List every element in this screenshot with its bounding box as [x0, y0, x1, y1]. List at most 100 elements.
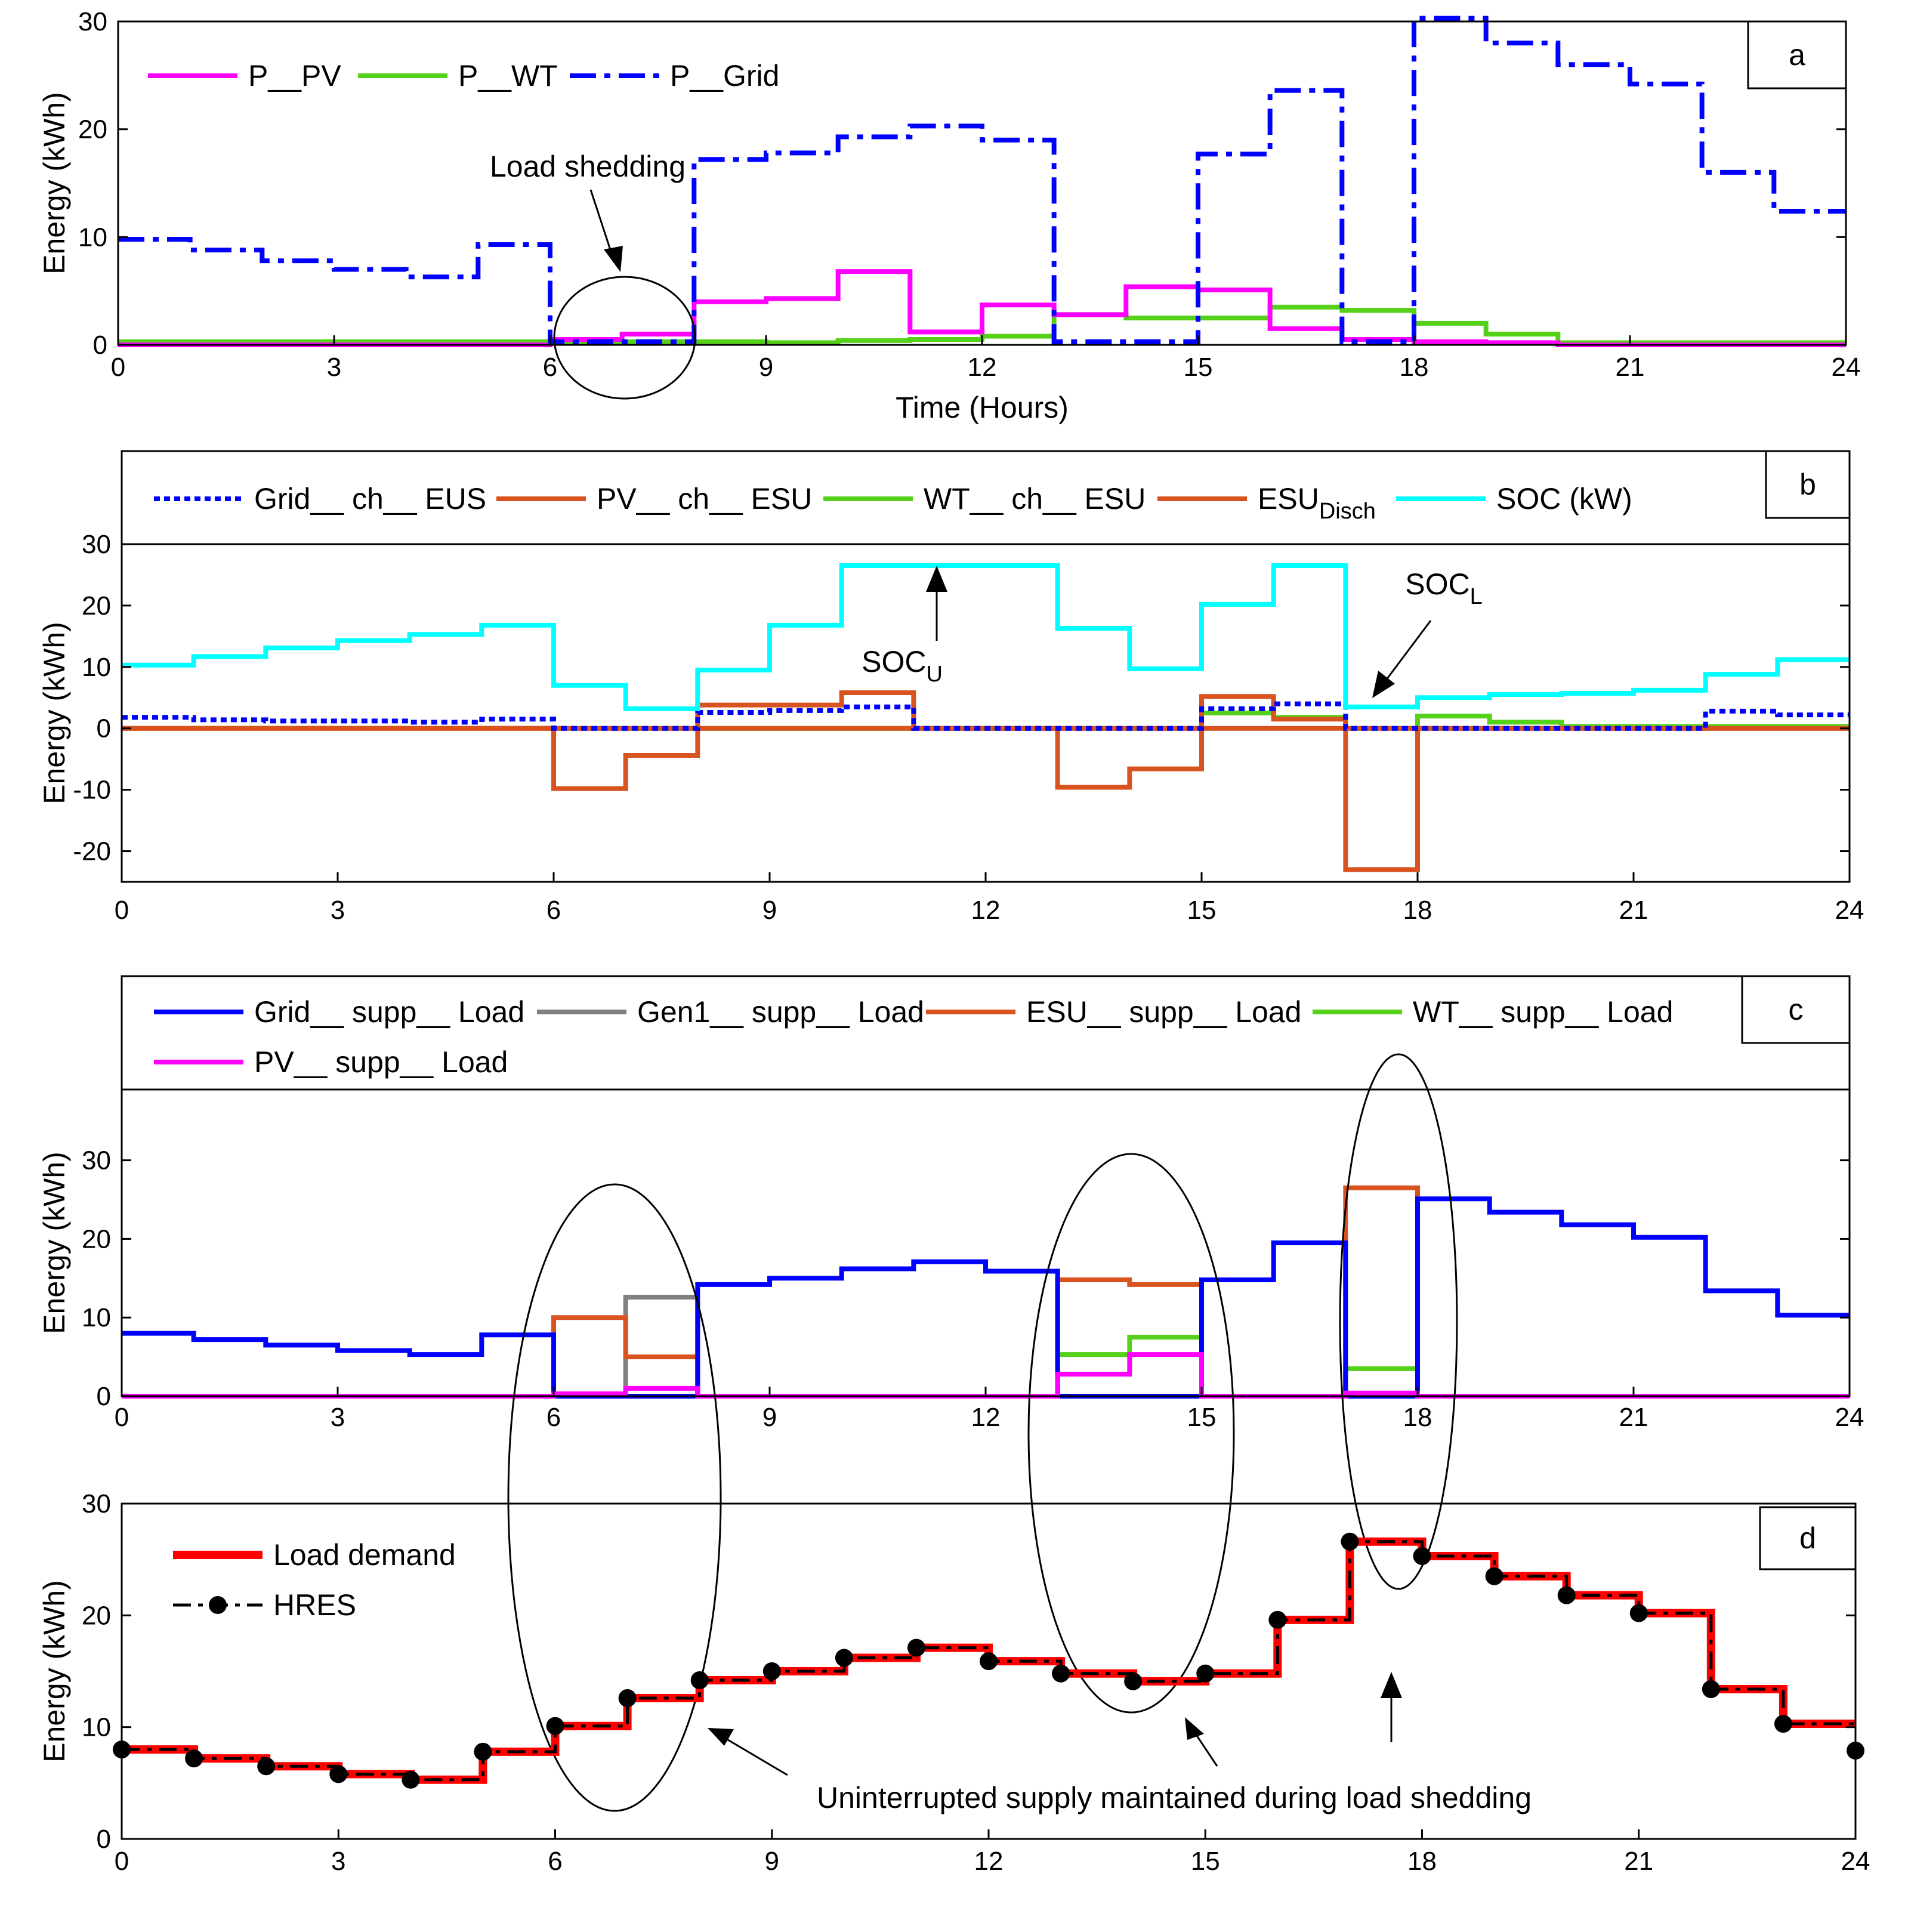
x-tick-label: 18 [1400, 353, 1429, 382]
panel-label: c [1789, 993, 1804, 1026]
x-tick-label: 9 [762, 896, 777, 925]
x-tick-label: 21 [1624, 1847, 1653, 1876]
hres-marker [835, 1649, 853, 1667]
y-tick-label: 20 [82, 591, 111, 621]
y-axis-title: Energy (kWh) [38, 1152, 71, 1334]
x-tick-label: 3 [331, 1847, 345, 1876]
panel-label-box [1741, 975, 1851, 1044]
x-tick-label: 21 [1616, 353, 1645, 382]
y-tick-label: 20 [82, 1601, 111, 1630]
x-axis-title: Time (Hours) [896, 391, 1069, 424]
hres-marker [329, 1765, 348, 1783]
hres-marker [1702, 1680, 1720, 1698]
x-tick-label: 3 [331, 896, 345, 925]
panel-d: 0 3 6 9 12 15 18 21 24 0 10 20 30 Energy (kWh) d Load d… [38, 1489, 1870, 1876]
x-tick-label: 21 [1619, 896, 1648, 925]
panel-label-box [1747, 20, 1847, 89]
panel-label-box [1759, 1506, 1857, 1570]
y-tick-label: 0 [97, 1825, 111, 1854]
y-tick-label: 0 [93, 331, 107, 360]
x-tick-label: 12 [971, 896, 1001, 925]
panel-label: d [1799, 1521, 1816, 1555]
x-tick-label: 12 [971, 1403, 1001, 1432]
legend-label: Grid__ supp__ Load [254, 995, 524, 1029]
load-shedding-label: Load shedding [490, 150, 686, 183]
legend-label: Load demand [273, 1538, 456, 1572]
x-tick-label: 12 [968, 353, 997, 382]
panel-b: 0 3 6 9 12 15 18 21 24 -20 -10 0 10 20 30 Energy (kWh) b… [38, 450, 1864, 925]
x-tick-label: 15 [1191, 1847, 1220, 1876]
y-tick-label: -10 [73, 776, 111, 805]
x-tick-label: 15 [1184, 353, 1213, 382]
y-tick-label: 30 [82, 1146, 111, 1175]
hres-marker [1413, 1547, 1431, 1566]
hres-marker [257, 1757, 276, 1776]
arrow-head [604, 246, 623, 272]
x-tick-label: 12 [974, 1847, 1004, 1876]
series-line [122, 701, 1850, 731]
x-tick-label: 0 [115, 1403, 129, 1432]
legend-label: P__WT [458, 59, 558, 92]
arrow-head [1372, 671, 1395, 698]
series-line [122, 1540, 1855, 1782]
x-tick-label: 0 [111, 353, 125, 382]
hres-marker [402, 1770, 420, 1789]
legend-label: SOC (kW) [1496, 482, 1632, 516]
hres-marker [185, 1749, 203, 1768]
legend-marker [209, 1596, 227, 1614]
hres-marker [980, 1652, 998, 1671]
x-tick-label: 15 [1187, 896, 1217, 925]
y-tick-label: 10 [78, 223, 107, 252]
panel-label-box [1765, 450, 1851, 519]
legend-label: PV__ supp__ Load [254, 1045, 508, 1079]
x-tick-label: 6 [547, 1403, 561, 1432]
hres-marker [474, 1742, 492, 1761]
hres-marker [1196, 1664, 1215, 1683]
y-tick-label: 30 [82, 530, 111, 559]
hres-marker [1341, 1532, 1359, 1551]
x-tick-label: 21 [1619, 1403, 1648, 1432]
highlight-ellipse [507, 1183, 722, 1812]
legend-label: Grid__ ch__ EUS [254, 482, 486, 516]
x-tick-label: 18 [1403, 1403, 1432, 1432]
hres-marker [1629, 1604, 1648, 1622]
x-tick-label: 9 [759, 353, 773, 382]
y-tick-label: 20 [82, 1224, 111, 1254]
y-tick-label: -20 [73, 837, 111, 866]
legend-label: P__Grid [670, 59, 779, 92]
hres-marker [907, 1638, 925, 1657]
hres-marker [1557, 1586, 1576, 1604]
x-tick-label: 3 [327, 353, 341, 382]
uninterrupted-supply-label: Uninterrupted supply maintained during l… [817, 1781, 1532, 1814]
legend-label: P__PV [248, 59, 341, 92]
legend-label: PV__ ch__ ESU [597, 482, 812, 516]
hres-marker [618, 1689, 637, 1707]
hres-marker [762, 1662, 781, 1680]
highlight-ellipse [1339, 1053, 1458, 1590]
series-line [122, 1196, 1850, 1399]
load-shedding-ellipse [553, 276, 696, 400]
y-tick-label: 30 [78, 7, 107, 36]
x-tick-label: 3 [331, 1403, 345, 1432]
highlight-ellipse [1027, 1153, 1235, 1714]
panel-label: b [1799, 468, 1816, 501]
x-tick-label: 24 [1832, 353, 1861, 382]
arrow-line [721, 1735, 788, 1776]
y-tick-label: 10 [82, 653, 111, 682]
legend-label: WT__ supp__ Load [1413, 995, 1673, 1029]
arrow-head [926, 566, 947, 592]
y-tick-label: 30 [82, 1489, 111, 1519]
hres-marker [1485, 1567, 1503, 1585]
arrow-head [1381, 1672, 1402, 1698]
y-tick-label: 20 [78, 115, 107, 144]
legend-label: Gen1__ supp__ Load [637, 995, 924, 1029]
y-axis-title: Energy (kWh) [38, 92, 71, 274]
y-tick-label: 10 [82, 1713, 111, 1742]
x-tick-label: 24 [1835, 1403, 1864, 1432]
hres-marker [1268, 1610, 1287, 1629]
y-tick-label: 0 [97, 714, 111, 743]
x-tick-label: 24 [1835, 896, 1864, 925]
panel-c: 0 3 6 9 12 15 18 21 24 0 10 20 30 Energy (kWh) c Grid__… [38, 975, 1864, 1812]
